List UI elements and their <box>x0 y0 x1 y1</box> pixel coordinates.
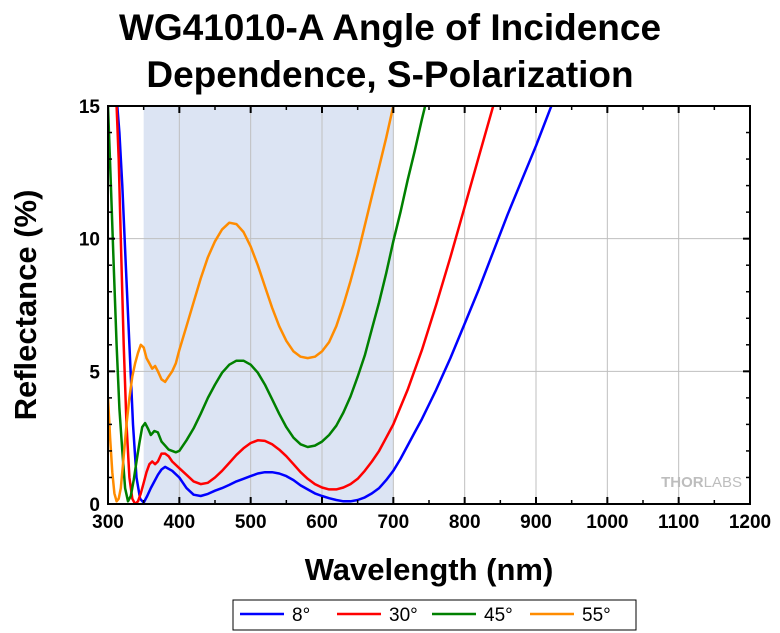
x-axis-title: Wavelength (nm) <box>305 552 554 587</box>
chart-title-line-1: WG41010-A Angle of Incidence <box>118 7 662 48</box>
x-tick-label: 400 <box>163 512 195 533</box>
y-tick-label: 5 <box>89 362 100 383</box>
x-tick-label: 1200 <box>729 512 771 533</box>
legend: 8° 30° 45° 55° <box>232 599 637 631</box>
watermark-thor: THOR <box>661 474 704 491</box>
x-tick-label: 800 <box>449 512 481 533</box>
y-tick-label: 10 <box>79 230 100 251</box>
thorlabs-watermark: THORLABS <box>661 474 742 491</box>
legend-label: 45° <box>484 605 513 626</box>
grid-lines <box>108 106 750 504</box>
y-tick-label: 15 <box>79 97 101 118</box>
highlight-band <box>143 106 394 504</box>
x-tick-label: 1100 <box>658 512 699 533</box>
tick-labels: 300 400 500 600 700 800 900 1000 1100 1200 0 5 10 15 <box>79 97 771 533</box>
x-tick-label: 300 <box>92 512 124 533</box>
axis-ticks <box>107 105 751 505</box>
legend-label: 30° <box>389 605 418 626</box>
chart-title-line-2: Dependence, S-Polarization <box>146 54 634 95</box>
chart-title: WG41010-A Angle of Incidence Dependence,… <box>0 4 780 98</box>
series-line-8 <box>116 106 553 504</box>
series-layer <box>108 106 553 504</box>
series-line-45 <box>108 106 427 503</box>
x-tick-label: 500 <box>235 512 267 533</box>
x-tick-label: 900 <box>520 512 552 533</box>
series-line-30 <box>115 106 495 504</box>
y-axis-title: Reflectance (%) <box>8 190 43 421</box>
x-tick-label: 700 <box>377 512 409 533</box>
series-line-55 <box>108 106 395 503</box>
x-tick-label: 600 <box>306 512 338 533</box>
y-tick-label: 0 <box>89 495 100 516</box>
legend-label: 55° <box>582 605 611 626</box>
legend-label: 8° <box>292 605 310 626</box>
x-tick-label: 1000 <box>586 512 628 533</box>
watermark-labs: LABS <box>704 474 742 491</box>
